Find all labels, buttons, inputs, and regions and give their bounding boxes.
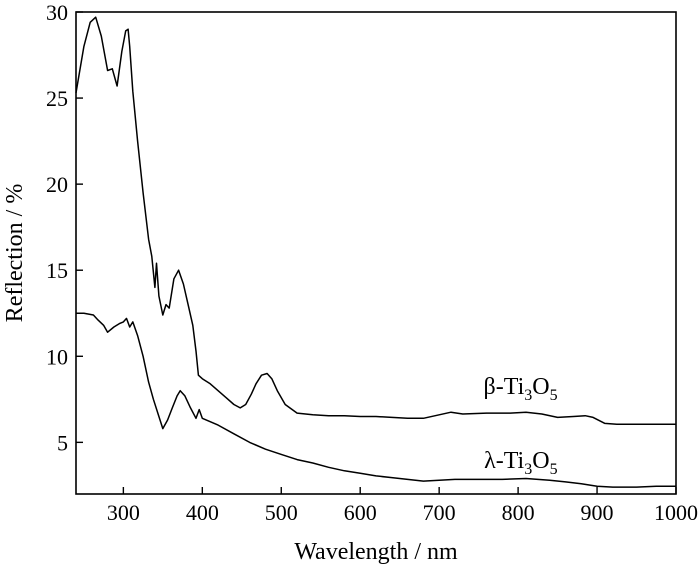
x-tick-label: 800 [502, 500, 535, 525]
y-axis-ticks: 5 10 15 20 25 30 [46, 0, 83, 455]
x-axis-ticks: 300 400 500 600 700 800 900 1000 [107, 487, 698, 525]
series-label-0: β-Ti3O5 [484, 374, 558, 404]
series-layer [75, 16, 676, 488]
plot-frame [75, 11, 677, 495]
y-axis-label: Reflection / % [2, 184, 28, 323]
series-line-1 [76, 312, 676, 488]
x-tick-label: 400 [186, 500, 219, 525]
y-tick-label: 15 [46, 258, 68, 283]
y-tick-label: 20 [46, 172, 68, 197]
y-tick-label: 30 [46, 0, 68, 25]
x-tick-label: 900 [581, 500, 614, 525]
y-tick-label: 25 [46, 86, 68, 111]
x-tick-label: 500 [265, 500, 298, 525]
series-labels: β-Ti3O5 λ-Ti3O5 [484, 374, 558, 478]
series-label-1: λ-Ti3O5 [484, 448, 557, 478]
series-line-0 [75, 16, 676, 426]
x-tick-label: 1000 [654, 500, 698, 525]
y-tick-label: 5 [57, 430, 68, 455]
x-tick-label: 600 [344, 500, 377, 525]
x-tick-label: 300 [107, 500, 140, 525]
y-tick-label: 10 [46, 344, 68, 369]
x-tick-label: 700 [423, 500, 456, 525]
x-axis-label: Wavelength / nm [294, 539, 458, 565]
